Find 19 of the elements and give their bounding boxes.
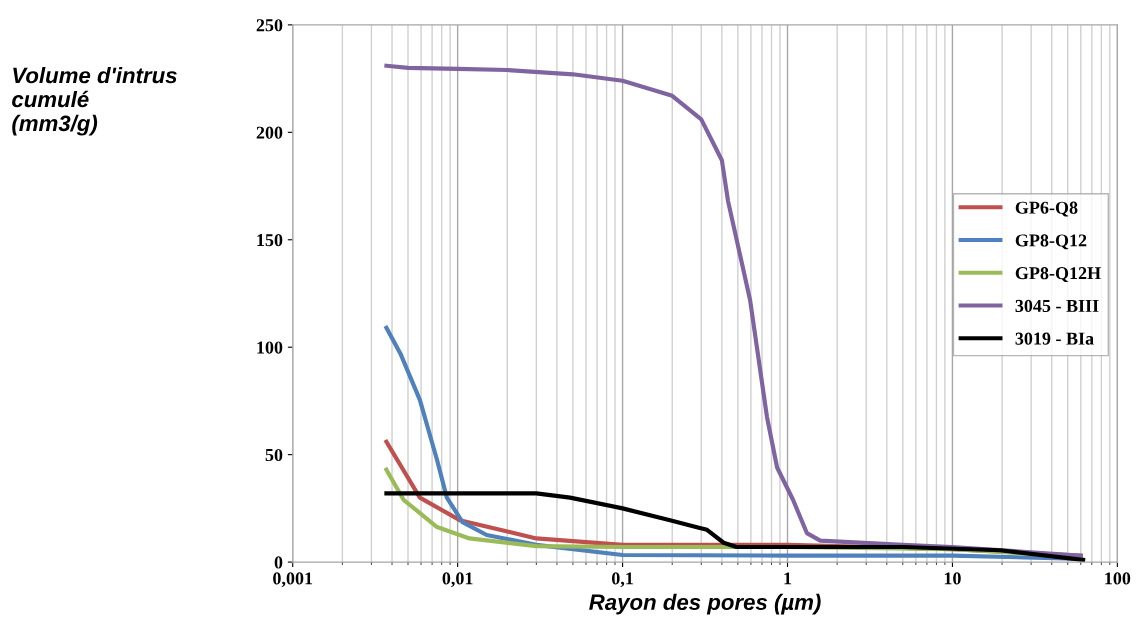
x-tick-label: 100 [1105, 572, 1131, 585]
y-tick-label: 50 [265, 448, 283, 462]
x-tick-label: 0,001 [273, 572, 313, 588]
legend-label: GP8-Q12H [1015, 267, 1101, 282]
y-tick-label: 100 [257, 341, 283, 354]
legend-label: GP6-Q8 [1015, 201, 1078, 217]
y-tick-label: 150 [257, 234, 283, 247]
x-axis-title: Rayon des pores (µm) [589, 593, 821, 615]
y-tick-label: 0 [274, 556, 283, 569]
x-tick-label: 10 [944, 572, 961, 585]
x-tick-label: 0,01 [442, 572, 473, 588]
x-tick-label: 0,1 [611, 572, 633, 588]
legend-label: 3019 - BIa [1015, 332, 1094, 345]
y-tick-label: 250 [256, 19, 283, 32]
y-tick-label: 200 [256, 126, 283, 139]
y-axis-title: Volume d'intrus cumulé (mm3/g) [12, 66, 177, 136]
legend-label: GP8-Q12 [1015, 234, 1087, 250]
x-tick-label: 1 [784, 572, 792, 585]
legend-label: 3045 - BIII [1015, 299, 1099, 312]
